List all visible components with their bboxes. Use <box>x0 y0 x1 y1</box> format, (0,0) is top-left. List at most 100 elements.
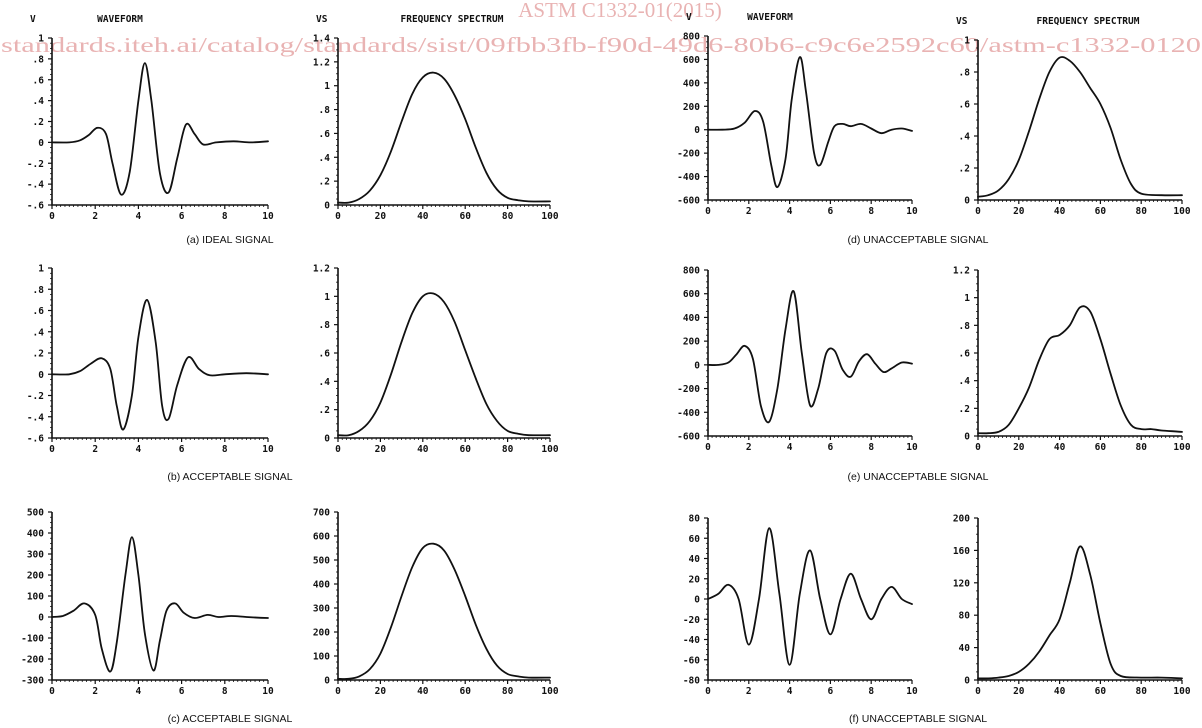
d-waveform-y-tick-label: 0 <box>694 125 700 136</box>
e-spectrum-x-tick-label: 0 <box>975 442 981 453</box>
a-spectrum-y-tick-label: .4 <box>319 153 331 164</box>
d-spectrum-x-tick-label: 100 <box>1173 206 1190 217</box>
c-spectrum-y-tick-label: 700 <box>313 508 330 519</box>
c-waveform-y-tick-label: -300 <box>21 676 44 687</box>
d-spectrum-x-tick-label: 60 <box>1095 206 1107 217</box>
a-waveform-y-tick-label: -.2 <box>27 159 44 170</box>
c-spectrum-x-tick-label: 40 <box>417 686 429 697</box>
c-spectrum-x-tick-label: 0 <box>335 686 341 697</box>
f-spectrum-y-tick-label: 40 <box>959 643 971 654</box>
chart-a-spectrum: 0 20 40 60 80 100 0 .2 .4 .6 .8 1 1.2 1.4 VS FREQUENCY … <box>313 14 559 222</box>
e-waveform-y-tick-label: 200 <box>683 337 700 348</box>
d-spectrum-x-tick-label: 80 <box>1135 206 1147 217</box>
e-spectrum-y-tick-label: .2 <box>959 404 970 415</box>
f-spectrum-x-tick-label: 20 <box>1013 686 1025 697</box>
a-waveform-x-tick-label: 0 <box>49 211 55 222</box>
b-waveform-y-tick-label: .6 <box>33 306 45 317</box>
b-spectrum-y-tick-label: .8 <box>319 320 331 331</box>
f-waveform-x-tick-label: 8 <box>868 686 874 697</box>
f-waveform-y-tick-label: -20 <box>683 615 700 626</box>
a-spectrum-y-tick-label: .2 <box>319 177 330 188</box>
caption-f: (f) UNACCEPTABLE SIGNAL <box>849 713 987 725</box>
watermark-url: standards.iteh.ai/catalog/standards/sist… <box>1 33 1201 57</box>
caption-c: (c) ACCEPTABLE SIGNAL <box>168 713 293 725</box>
e-waveform-y-tick-label: 600 <box>683 289 700 300</box>
d-waveform-x-tick-label: 6 <box>828 206 834 217</box>
c-waveform-y-tick-label: 500 <box>27 508 44 519</box>
a-spectrum-axes <box>337 38 550 206</box>
f-waveform-x-tick-label: 10 <box>906 686 918 697</box>
a-spectrum-ylabel: VS <box>316 14 328 25</box>
a-waveform-y-tick-label: .6 <box>33 75 45 86</box>
f-spectrum-y-tick-label: 80 <box>959 611 971 622</box>
d-waveform-y-tick-label: -400 <box>677 172 700 183</box>
chart-c-waveform: 0 2 4 6 8 10 -300 -200 -100 0 100 200 300 400 500 <box>21 508 274 698</box>
e-waveform-y-tick-label: -600 <box>677 432 700 443</box>
c-waveform-y-tick-label: -200 <box>21 655 44 666</box>
a-spectrum-y-tick-label: .6 <box>319 129 331 140</box>
f-waveform-x-tick-label: 4 <box>787 686 793 697</box>
e-spectrum-series-line <box>977 305 1183 435</box>
caption-d: (d) UNACCEPTABLE SIGNAL <box>847 234 988 246</box>
e-spectrum-y-tick-label: 1 <box>964 293 970 304</box>
e-waveform-y-tick-label: 400 <box>683 313 700 324</box>
a-waveform-y-tick-label: .4 <box>33 96 45 107</box>
f-spectrum-y-tick-label: 200 <box>953 514 970 525</box>
c-waveform-x-tick-label: 0 <box>49 686 55 697</box>
f-waveform-series-line <box>707 527 913 666</box>
b-waveform-axes <box>51 268 268 439</box>
c-spectrum-x-tick-label: 60 <box>459 686 471 697</box>
c-spectrum-y-tick-label: 100 <box>313 652 330 663</box>
f-waveform-y-tick-label: -80 <box>683 676 700 687</box>
c-waveform-x-tick-label: 10 <box>262 686 274 697</box>
a-waveform-x-tick-label: 4 <box>136 211 142 222</box>
b-waveform-y-tick-label: .4 <box>33 327 45 338</box>
d-waveform-ylabel: V <box>686 12 692 23</box>
watermark-title: ASTM C1332-01(2015) <box>518 0 722 22</box>
f-waveform-y-tick-label: 20 <box>689 574 701 585</box>
d-waveform-y-tick-label: -200 <box>677 149 700 160</box>
d-waveform-x-tick-label: 8 <box>868 206 874 217</box>
c-spectrum-y-tick-label: 500 <box>313 556 330 567</box>
b-waveform-y-tick-label: .2 <box>33 349 44 360</box>
e-spectrum-y-tick-label: .6 <box>959 349 971 360</box>
e-waveform-y-tick-label: 800 <box>683 266 700 277</box>
c-spectrum-y-tick-label: 300 <box>313 604 330 615</box>
chart-b-waveform: 0 2 4 6 8 10 -.6 -.4 -.2 0 .2 .4 .6 .8 1 <box>27 264 274 456</box>
d-waveform-y-tick-label: 800 <box>683 32 700 43</box>
b-spectrum-y-tick-label: 1 <box>324 292 330 303</box>
f-waveform-y-tick-label: -40 <box>683 635 700 646</box>
chart-e-spectrum: 0 20 40 60 80 100 0 .2 .4 .6 .8 1 1.2 <box>953 266 1191 454</box>
d-waveform-y-tick-label: 400 <box>683 78 700 89</box>
a-waveform-title: WAVEFORM <box>97 14 143 25</box>
a-spectrum-x-tick-label: 100 <box>541 211 558 222</box>
e-spectrum-x-tick-label: 40 <box>1054 442 1066 453</box>
c-waveform-x-tick-label: 6 <box>179 686 185 697</box>
d-spectrum-title: FREQUENCY SPECTRUM <box>1037 16 1140 27</box>
d-spectrum-ylabel: VS <box>956 16 968 27</box>
a-spectrum-y-tick-label: 1 <box>324 81 330 92</box>
a-waveform-axes <box>51 38 268 206</box>
f-waveform-x-tick-label: 2 <box>746 686 752 697</box>
a-waveform-y-tick-label: .2 <box>33 117 44 128</box>
d-waveform-x-tick-label: 4 <box>787 206 793 217</box>
b-waveform-y-tick-label: -.6 <box>27 434 44 445</box>
a-spectrum-y-tick-label: 1.4 <box>313 34 330 45</box>
chart-e-waveform: 0 2 4 6 8 10 -600 -400 -200 0 200 400 600 800 <box>677 266 918 454</box>
a-spectrum-title: FREQUENCY SPECTRUM <box>401 14 504 25</box>
b-waveform-y-tick-label: -.2 <box>27 391 44 402</box>
a-spectrum-x-tick-label: 40 <box>417 211 429 222</box>
c-waveform-x-tick-label: 4 <box>136 686 142 697</box>
e-spectrum-x-tick-label: 80 <box>1135 442 1147 453</box>
e-spectrum-y-tick-label: .4 <box>959 376 971 387</box>
e-waveform-series-line <box>707 290 913 424</box>
f-spectrum-y-tick-label: 160 <box>953 546 970 557</box>
a-spectrum-x-tick-label: 60 <box>459 211 471 222</box>
f-spectrum-x-tick-label: 60 <box>1095 686 1107 697</box>
c-spectrum-y-tick-label: 200 <box>313 628 330 639</box>
d-waveform-y-tick-label: 600 <box>683 55 700 66</box>
c-waveform-series-line <box>51 536 269 673</box>
a-spectrum-x-tick-label: 20 <box>375 211 387 222</box>
e-waveform-x-tick-label: 6 <box>828 442 834 453</box>
